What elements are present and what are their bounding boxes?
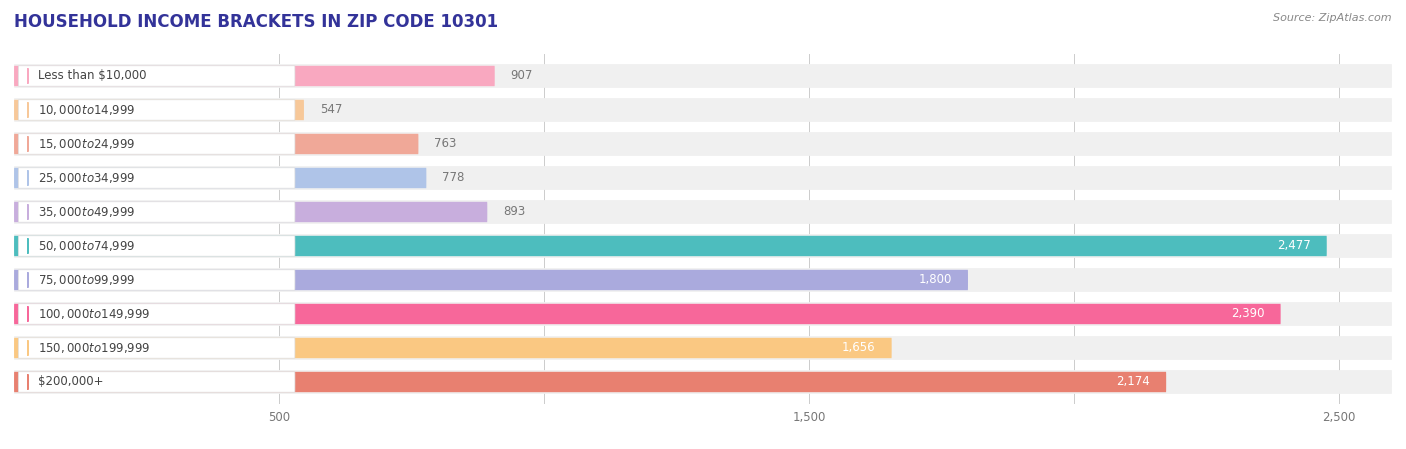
FancyBboxPatch shape [18,270,295,290]
Text: $100,000 to $149,999: $100,000 to $149,999 [38,307,150,321]
FancyBboxPatch shape [14,64,1392,88]
Text: 1,800: 1,800 [918,273,952,286]
Text: $10,000 to $14,999: $10,000 to $14,999 [38,103,136,117]
Text: Less than $10,000: Less than $10,000 [38,70,148,83]
Text: $50,000 to $74,999: $50,000 to $74,999 [38,239,136,253]
FancyBboxPatch shape [14,132,1392,156]
FancyBboxPatch shape [14,168,426,188]
Text: 547: 547 [319,103,342,116]
Text: 778: 778 [443,172,464,185]
Text: 1,656: 1,656 [842,342,876,355]
FancyBboxPatch shape [14,134,419,154]
FancyBboxPatch shape [14,234,1392,258]
Text: 2,477: 2,477 [1277,239,1310,252]
FancyBboxPatch shape [14,270,967,290]
FancyBboxPatch shape [18,372,295,392]
FancyBboxPatch shape [14,236,1327,256]
Text: 907: 907 [510,70,533,83]
Text: 2,174: 2,174 [1116,375,1150,388]
FancyBboxPatch shape [14,304,1281,324]
FancyBboxPatch shape [14,202,488,222]
FancyBboxPatch shape [18,338,295,358]
FancyBboxPatch shape [14,372,1166,392]
Text: 763: 763 [434,137,457,150]
FancyBboxPatch shape [14,370,1392,394]
Text: $75,000 to $99,999: $75,000 to $99,999 [38,273,136,287]
FancyBboxPatch shape [14,66,495,86]
FancyBboxPatch shape [14,200,1392,224]
FancyBboxPatch shape [14,302,1392,326]
Text: HOUSEHOLD INCOME BRACKETS IN ZIP CODE 10301: HOUSEHOLD INCOME BRACKETS IN ZIP CODE 10… [14,13,498,31]
Text: $150,000 to $199,999: $150,000 to $199,999 [38,341,150,355]
FancyBboxPatch shape [14,98,1392,122]
FancyBboxPatch shape [14,268,1392,292]
FancyBboxPatch shape [18,168,295,188]
FancyBboxPatch shape [14,338,891,358]
FancyBboxPatch shape [18,236,295,256]
Text: $15,000 to $24,999: $15,000 to $24,999 [38,137,136,151]
FancyBboxPatch shape [18,100,295,120]
FancyBboxPatch shape [14,100,304,120]
FancyBboxPatch shape [14,336,1392,360]
Text: $35,000 to $49,999: $35,000 to $49,999 [38,205,136,219]
Text: 2,390: 2,390 [1232,308,1265,321]
FancyBboxPatch shape [18,66,295,86]
FancyBboxPatch shape [14,166,1392,190]
FancyBboxPatch shape [18,134,295,154]
FancyBboxPatch shape [18,304,295,324]
Text: Source: ZipAtlas.com: Source: ZipAtlas.com [1274,13,1392,23]
FancyBboxPatch shape [18,202,295,222]
Text: $200,000+: $200,000+ [38,375,104,388]
Text: $25,000 to $34,999: $25,000 to $34,999 [38,171,136,185]
Text: 893: 893 [503,206,526,219]
